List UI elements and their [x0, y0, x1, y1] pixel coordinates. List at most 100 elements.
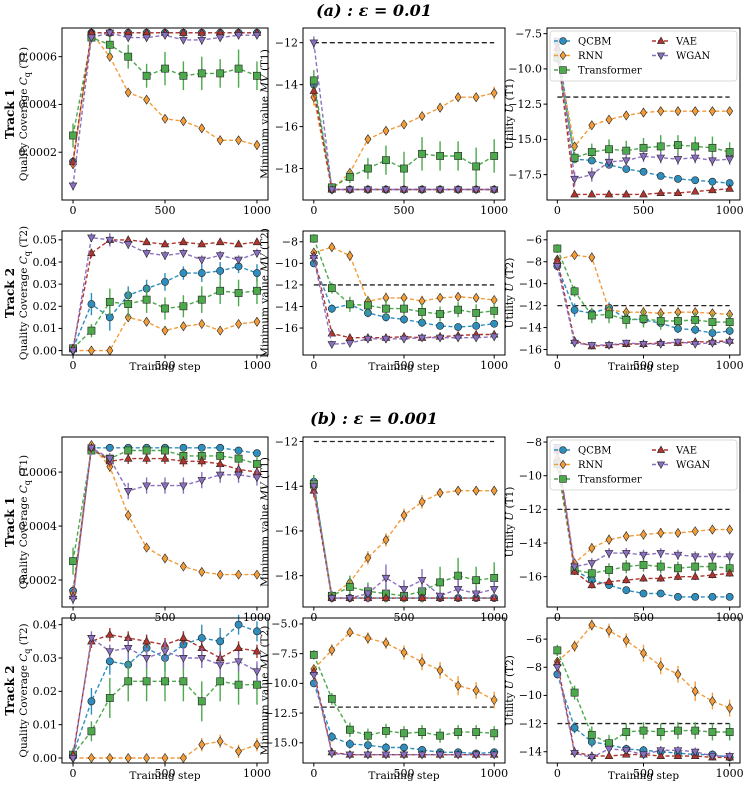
data-point	[87, 326, 96, 335]
data-point	[87, 634, 96, 643]
data-point	[708, 157, 717, 166]
data-point	[345, 595, 355, 603]
data-point	[216, 677, 225, 686]
data-point	[234, 32, 243, 40]
data-point	[708, 570, 717, 579]
data-point	[161, 752, 169, 764]
data-point	[179, 71, 188, 80]
data-point	[708, 752, 717, 761]
data-point	[639, 561, 648, 569]
legend: QCBM RNN Transformer VAE WGAN	[549, 439, 738, 491]
data-point	[309, 234, 318, 243]
data-point	[453, 334, 463, 343]
data-point	[382, 156, 390, 165]
data-point	[472, 685, 480, 696]
data-point	[68, 157, 78, 165]
series-rnn	[553, 48, 734, 152]
data-point	[197, 239, 207, 248]
data-point	[179, 443, 188, 452]
data-point	[605, 566, 613, 574]
data-point	[726, 703, 734, 714]
data-point	[345, 340, 355, 348]
series-line	[72, 680, 257, 756]
data-point	[490, 319, 499, 328]
legend-label: RNN	[578, 460, 603, 471]
data-point	[234, 643, 243, 652]
data-point	[328, 242, 336, 253]
data-point	[674, 141, 682, 149]
y-axis-label: Minimum value MV (T1)	[259, 49, 271, 179]
data-point	[69, 557, 77, 566]
y-tick-label: −12	[519, 503, 542, 516]
x-tick-label: 0	[310, 359, 317, 372]
row-label: Track 1	[3, 89, 17, 139]
data-point	[179, 677, 188, 686]
data-point	[216, 637, 225, 646]
data-point	[216, 286, 225, 295]
data-point	[381, 186, 391, 195]
data-point	[417, 751, 427, 760]
data-point	[252, 646, 262, 655]
data-point	[179, 269, 188, 277]
data-point	[160, 648, 170, 657]
data-point	[143, 542, 151, 553]
x-tick-label: 500	[155, 359, 176, 372]
x-tick-label: 500	[633, 767, 654, 780]
data-point	[252, 668, 262, 677]
data-point	[656, 172, 665, 180]
x-tick-label: 500	[394, 767, 415, 780]
data-point	[253, 627, 261, 636]
y-tick-label: 0.00	[33, 344, 58, 357]
data-point	[345, 725, 354, 734]
data-point	[216, 569, 224, 580]
y-tick-label: 0.0004	[19, 520, 58, 533]
data-point	[179, 456, 188, 465]
series-line	[556, 624, 730, 709]
data-point	[69, 131, 77, 140]
data-point	[621, 189, 631, 198]
data-point	[87, 444, 96, 453]
data-point	[640, 107, 647, 118]
data-point	[570, 688, 579, 697]
section-title-b: (b) : ε = 0.001	[310, 409, 438, 428]
series-transformer	[69, 277, 261, 353]
data-point	[328, 645, 336, 656]
data-point	[436, 321, 444, 330]
data-point	[472, 576, 481, 585]
panel-a-t2-qc: 0 500 1000 0.00 0.01 0.02 0.03 0.04 0.05Quality …	[3, 226, 271, 373]
y-tick-label: −10	[275, 257, 298, 270]
data-point	[673, 747, 683, 756]
data-point	[588, 252, 596, 263]
y-tick-label: −10	[519, 277, 542, 290]
x-tick-label: 500	[633, 204, 654, 217]
data-point	[253, 739, 261, 750]
y-tick-label: −16	[519, 343, 542, 356]
data-point	[124, 510, 132, 521]
data-point	[622, 110, 630, 121]
data-point	[553, 244, 562, 253]
data-point	[215, 237, 225, 246]
section-title-a: (a) : ε = 0.01	[316, 1, 432, 20]
x-tick-label: 500	[155, 767, 176, 780]
x-tick-label: 0	[70, 204, 77, 217]
data-point	[587, 148, 596, 156]
data-point	[553, 646, 562, 655]
data-point	[88, 752, 95, 764]
series-line	[313, 488, 495, 598]
data-point	[123, 34, 133, 43]
data-point	[143, 316, 151, 327]
data-point	[400, 119, 408, 130]
data-point	[142, 453, 151, 462]
data-point	[161, 553, 169, 564]
data-point	[674, 106, 682, 117]
data-point	[454, 485, 462, 496]
data-point	[364, 301, 372, 310]
data-point	[197, 256, 207, 265]
data-point	[709, 696, 716, 707]
data-point	[725, 156, 734, 164]
y-tick-label: −14	[275, 480, 298, 493]
series-line	[72, 36, 258, 136]
x-tick-label: 1000	[243, 767, 271, 780]
